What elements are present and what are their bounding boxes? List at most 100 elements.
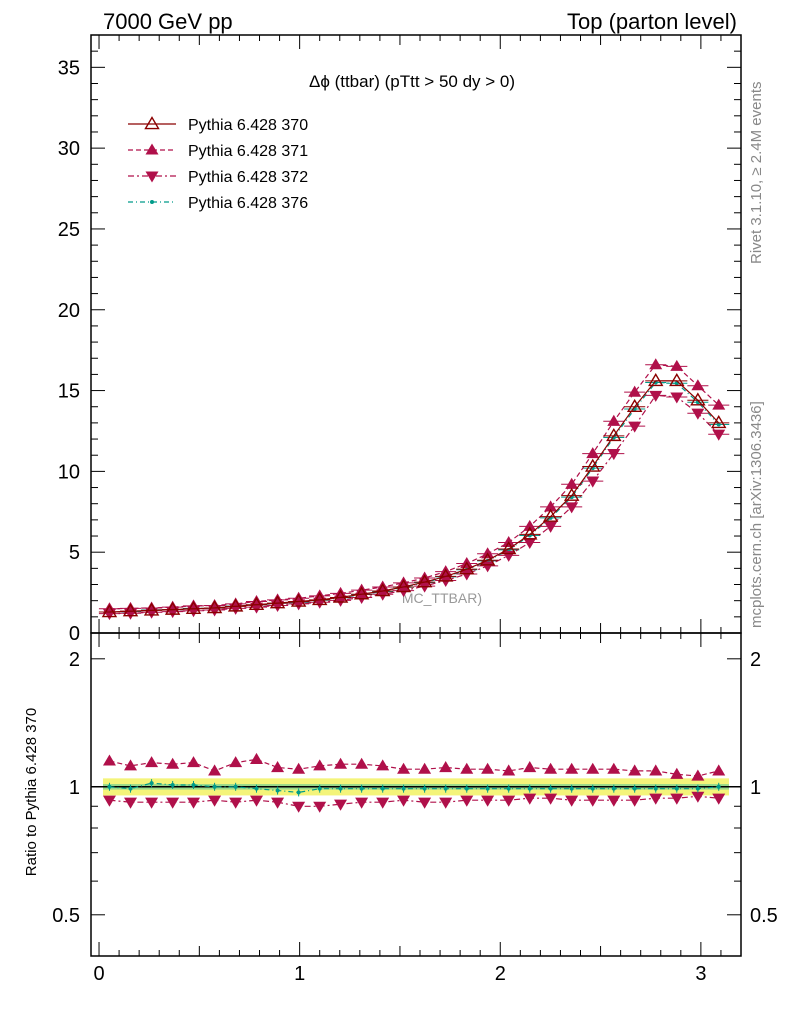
y-tick-label: 25 — [58, 219, 80, 241]
ratio-axis-ticks: 0 1 2 3 0.5 0.5 1 1 2 2 — [52, 633, 778, 985]
ratio-point — [712, 793, 726, 805]
data-point — [122, 603, 139, 617]
ratio-point — [355, 797, 369, 809]
ratio-point — [233, 784, 238, 789]
ratio-point — [229, 756, 243, 768]
ratio-point — [145, 797, 159, 809]
ratio-point — [107, 784, 112, 789]
ratio-point — [523, 793, 537, 805]
ratio-point — [674, 786, 679, 791]
legend-marker — [145, 143, 159, 155]
ratio-point — [271, 761, 285, 773]
data-point — [227, 598, 244, 612]
main-series-group — [98, 358, 730, 621]
ratio-point — [464, 786, 469, 791]
ratio-point — [695, 786, 700, 791]
ratio-point — [380, 786, 385, 791]
x-tick-label: 2 — [495, 963, 506, 985]
ratio-point — [691, 791, 705, 803]
data-point — [607, 449, 621, 461]
ratio-point — [229, 797, 243, 809]
ratio-point — [628, 764, 642, 776]
ratio-point — [485, 786, 490, 791]
data-point — [670, 359, 684, 371]
data-point — [395, 579, 412, 593]
legend-label: Pythia 6.428 376 — [188, 195, 308, 212]
ratio-point — [502, 764, 516, 776]
legend: Pythia 6.428 370 Pythia 6.428 371 Pythia 6… — [128, 116, 308, 212]
data-point — [607, 414, 621, 426]
data-point — [690, 392, 706, 406]
ratio-point — [191, 782, 196, 787]
data-point — [481, 561, 495, 573]
ratio-point — [628, 795, 642, 807]
ratio-y-tick-label-right: 0.5 — [750, 905, 778, 927]
ratio-point — [590, 786, 595, 791]
ratio-point — [632, 786, 637, 791]
data-point — [164, 601, 181, 615]
ratio-point — [569, 786, 574, 791]
ratio-point — [439, 797, 453, 809]
data-point — [563, 487, 580, 501]
data-point — [206, 600, 223, 614]
data-point — [648, 372, 664, 387]
data-point — [101, 604, 118, 618]
y-tick-label: 5 — [69, 542, 80, 564]
ratio-point — [548, 786, 553, 791]
ratio-point — [418, 762, 432, 774]
ratio-y-tick-label: 2 — [69, 649, 80, 671]
ratio-point — [712, 764, 726, 776]
legend-label: Pythia 6.428 371 — [188, 143, 308, 160]
y-tick-label: 15 — [58, 381, 80, 403]
ratio-point — [422, 786, 427, 791]
ratio-point — [565, 762, 579, 774]
data-point — [311, 591, 328, 606]
ratio-point — [292, 762, 306, 774]
data-point — [691, 408, 705, 420]
ratio-point — [565, 795, 579, 807]
data-point — [586, 476, 600, 488]
ratio-frame — [90, 632, 742, 957]
legend-marker — [144, 116, 160, 130]
data-point — [353, 586, 370, 600]
ratio-point — [296, 790, 301, 795]
ratio-point — [187, 797, 201, 809]
data-point — [185, 600, 202, 615]
ratio-series-line — [109, 795, 719, 807]
data-point — [712, 398, 726, 410]
y-tick-label: 30 — [58, 138, 80, 160]
ratio-point — [691, 769, 705, 781]
series-line — [109, 380, 720, 613]
ratio-point — [250, 795, 264, 807]
x-tick-label: 1 — [294, 963, 305, 985]
data-point — [416, 574, 433, 588]
data-point — [460, 569, 474, 581]
ratio-point — [334, 799, 348, 811]
data-point — [670, 392, 684, 404]
ratio-point — [481, 795, 495, 807]
mcplots-reference-label: mcplots.cern.ch [arXiv:1306.3436] — [748, 401, 765, 628]
data-point — [628, 385, 642, 397]
ratio-point — [481, 762, 495, 774]
y-tick-label: 10 — [58, 461, 80, 483]
analysis-watermark: MC_TTBAR) — [402, 590, 482, 606]
ratio-point — [376, 797, 390, 809]
legend-marker — [145, 171, 159, 183]
data-point — [143, 602, 160, 616]
x-tick-label: 0 — [93, 963, 104, 985]
y-tick-label: 35 — [58, 57, 80, 79]
data-point — [248, 596, 265, 610]
data-point — [523, 519, 537, 531]
data-point — [332, 589, 349, 603]
data-point — [586, 447, 600, 459]
data-point — [711, 415, 727, 429]
ratio-point — [338, 786, 343, 791]
data-point — [712, 429, 726, 441]
ratio-point — [460, 762, 474, 774]
data-point — [585, 458, 601, 472]
data-point — [606, 427, 622, 442]
data-point — [523, 537, 537, 549]
ratio-point — [670, 767, 684, 779]
ratio-point — [418, 797, 432, 809]
